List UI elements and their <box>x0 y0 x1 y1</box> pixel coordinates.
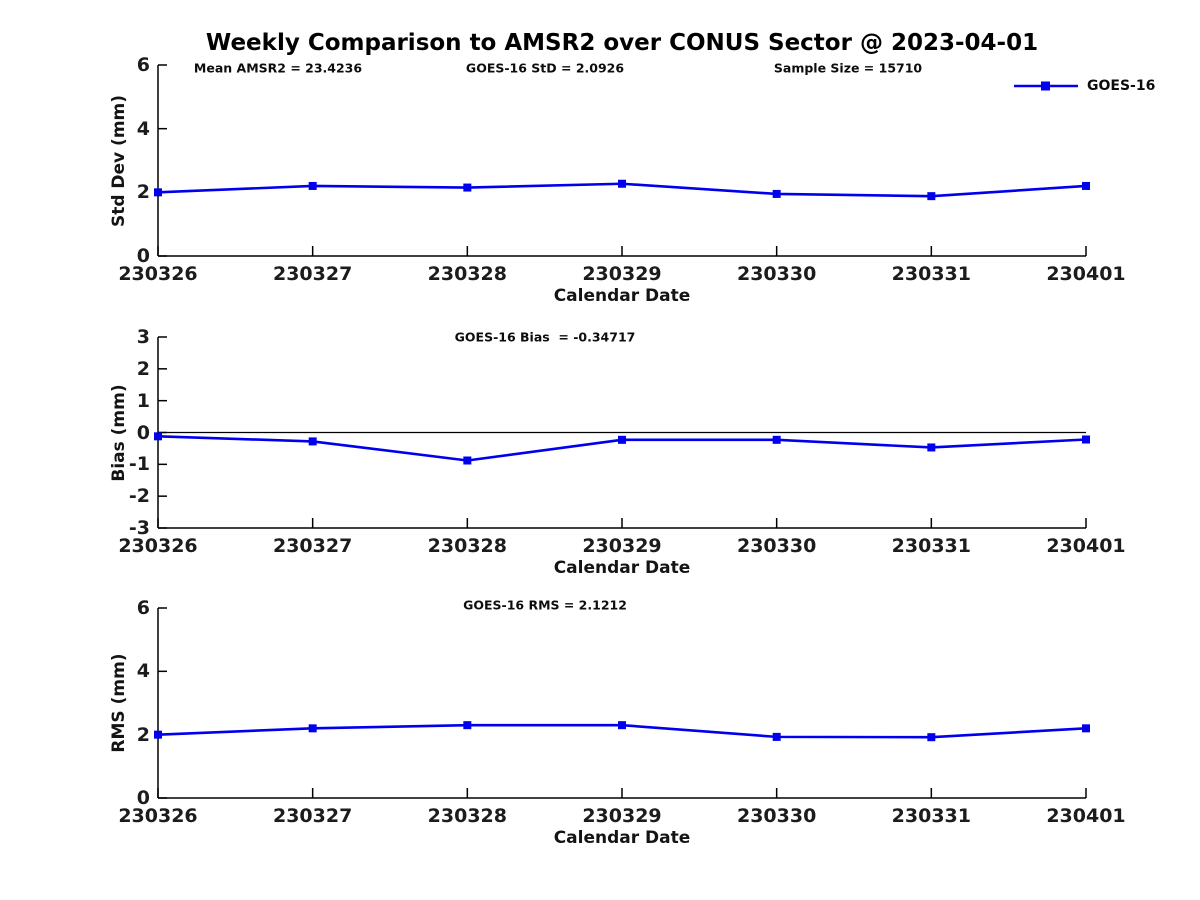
x-tick-label-rms: 230330 <box>736 805 817 827</box>
legend: GOES-16 <box>1014 78 1155 94</box>
data-marker-std-dev <box>463 183 472 192</box>
data-marker-bias <box>1082 435 1090 444</box>
x-tick-label-rms: 230401 <box>1046 805 1126 827</box>
x-tick-label-bias: 230326 <box>118 535 198 557</box>
y-tick-label-std-dev: 6 <box>136 54 150 76</box>
chart-title: Weekly Comparison to AMSR2 over CONUS Se… <box>205 30 1039 56</box>
y-axis-label-bias: Bias (mm) <box>109 383 129 482</box>
y-tick-label-bias: -2 <box>128 485 150 508</box>
x-tick-label-rms: 230331 <box>891 805 971 827</box>
y-tick-label-bias: -3 <box>128 517 150 539</box>
x-tick-label-bias: 230330 <box>736 535 817 557</box>
x-tick-label-bias: 230327 <box>272 535 353 557</box>
y-tick-label-bias: 1 <box>136 389 150 412</box>
data-marker-rms <box>618 721 626 730</box>
x-tick-label-std-dev: 230326 <box>118 263 198 285</box>
data-marker-std-dev <box>308 181 317 190</box>
y-tick-label-std-dev: 0 <box>136 245 150 267</box>
annotation-std-dev: Sample Size = 15710 <box>773 60 923 76</box>
x-tick-label-std-dev: 230331 <box>891 263 971 285</box>
data-marker-std-dev <box>618 179 626 188</box>
data-marker-bias <box>154 432 162 441</box>
annotation-rms: GOES-16 RMS = 2.1212 <box>463 597 627 613</box>
y-tick-label-bias: 3 <box>136 326 150 348</box>
annotation-bias: GOES-16 Bias = -0.34717 <box>454 329 636 345</box>
x-tick-label-std-dev: 230327 <box>272 263 353 285</box>
data-marker-rms <box>308 724 317 733</box>
data-marker-rms <box>463 721 472 730</box>
annotation-std-dev: Mean AMSR2 = 23.4236 <box>193 60 363 76</box>
legend-line-marker-icon <box>1014 81 1078 91</box>
data-marker-bias <box>927 443 936 452</box>
y-axis-label-std-dev: Std Dev (mm) <box>109 94 129 227</box>
y-tick-label-bias: -1 <box>128 453 150 476</box>
data-marker-bias <box>463 456 472 465</box>
y-axis-label-rms: RMS (mm) <box>109 653 129 753</box>
x-tick-label-std-dev: 230401 <box>1046 263 1126 285</box>
y-tick-label-rms: 6 <box>136 597 150 619</box>
data-marker-rms <box>772 732 781 741</box>
x-tick-label-bias: 230329 <box>582 535 662 557</box>
data-marker-rms <box>927 733 936 742</box>
x-tick-label-rms: 230326 <box>118 805 198 827</box>
x-tick-label-bias: 230331 <box>891 535 971 557</box>
data-marker-std-dev <box>772 189 781 198</box>
x-tick-label-rms: 230328 <box>427 805 507 827</box>
legend-label: GOES-16 <box>1087 78 1156 94</box>
x-tick-label-bias: 230401 <box>1046 535 1126 557</box>
data-marker-std-dev <box>1082 181 1090 190</box>
x-tick-label-std-dev: 230328 <box>427 263 507 285</box>
data-marker-bias <box>618 435 626 444</box>
data-marker-rms <box>1082 724 1090 733</box>
y-tick-label-bias: 2 <box>136 357 150 380</box>
x-axis-label-bias: Calendar Date <box>553 558 691 578</box>
data-marker-bias <box>308 437 317 446</box>
y-tick-label-rms: 4 <box>136 660 150 683</box>
x-axis-label-std-dev: Calendar Date <box>553 286 691 306</box>
x-tick-label-bias: 230328 <box>427 535 507 557</box>
data-marker-rms <box>154 730 162 739</box>
data-marker-bias <box>772 435 781 444</box>
data-marker-std-dev <box>154 188 162 197</box>
x-axis-label-rms: Calendar Date <box>553 828 691 848</box>
x-tick-label-std-dev: 230329 <box>582 263 662 285</box>
x-tick-label-std-dev: 230330 <box>736 263 817 285</box>
y-tick-label-rms: 2 <box>136 723 150 746</box>
x-tick-label-rms: 230329 <box>582 805 662 827</box>
y-tick-label-std-dev: 4 <box>136 117 150 140</box>
x-tick-label-rms: 230327 <box>272 805 353 827</box>
annotation-std-dev: GOES-16 StD = 2.0926 <box>465 60 625 76</box>
y-tick-label-rms: 0 <box>136 787 150 809</box>
data-marker-std-dev <box>927 192 936 201</box>
y-tick-label-bias: 0 <box>136 421 150 444</box>
y-tick-label-std-dev: 2 <box>136 181 150 204</box>
